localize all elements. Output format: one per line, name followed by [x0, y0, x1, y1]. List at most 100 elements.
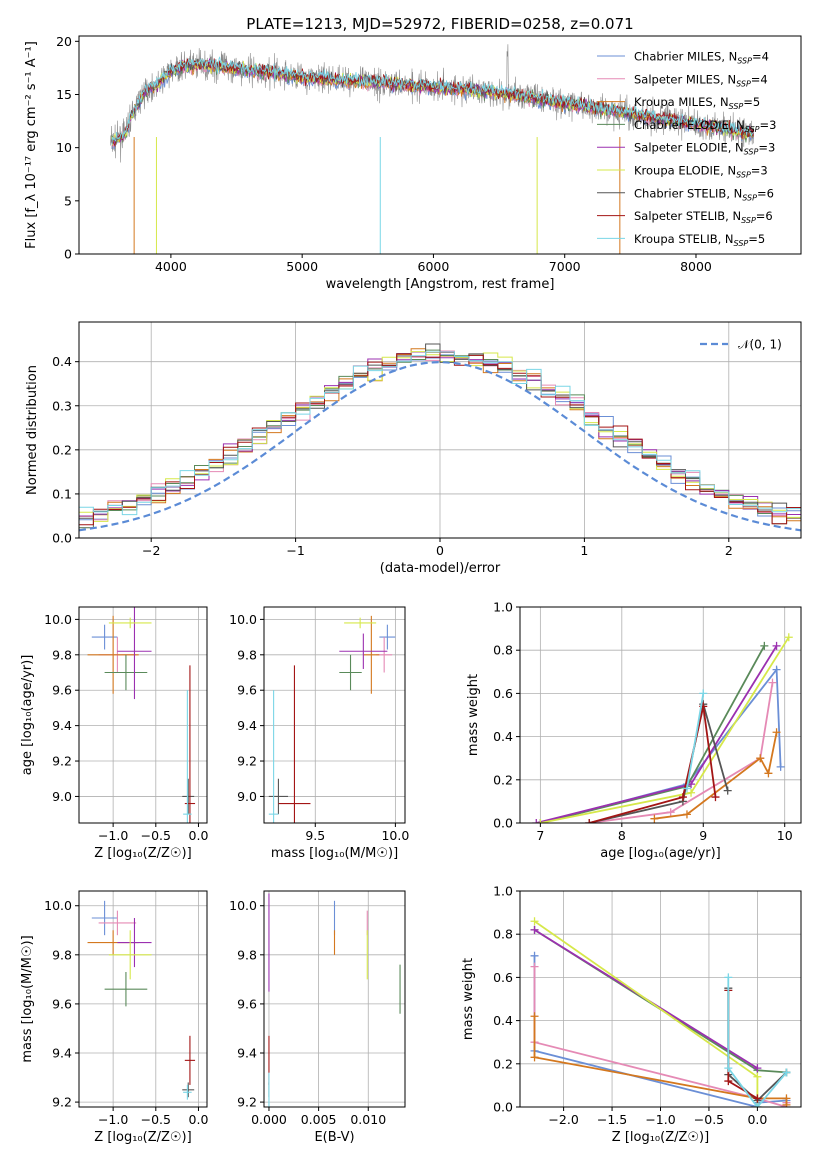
legend-nssp: =3	[758, 141, 775, 155]
y-tick-label: 0.4	[493, 1013, 513, 1028]
axes-frame	[519, 606, 802, 824]
plot-area	[87, 900, 196, 1100]
plot-area	[110, 44, 755, 254]
y-tick-label: 9.0	[237, 789, 257, 804]
mass-weight-marker	[764, 769, 773, 778]
axes-frame	[263, 890, 406, 1108]
legend-entry: Kroupa ELODIE, NSSP=3	[634, 164, 768, 180]
x-axis-label: Z [log₁₀(Z/Z☉)]	[94, 846, 191, 861]
x-axis-label: age [log₁₀(age/yr)]	[600, 846, 721, 861]
mass-weight-marker	[687, 788, 696, 797]
y-tick-label: 0.2	[493, 1056, 513, 1071]
legend-nssp: =3	[751, 164, 768, 178]
axes-frame	[78, 35, 802, 255]
mass-weight-line	[686, 693, 705, 789]
y-tick-label: 10.0	[44, 612, 72, 627]
histogram-step	[79, 351, 801, 516]
x-axis-label: Z [log₁₀(Z/Z☉)]	[612, 1130, 709, 1145]
legend-nssp: =4	[752, 50, 769, 64]
x-tick-label: 1	[580, 543, 588, 558]
legend-nssp: =5	[743, 95, 760, 109]
x-tick-label: 0.005	[301, 1112, 337, 1127]
x-tick-label: 0.0	[747, 1112, 767, 1127]
legend-subscript: SSP	[734, 239, 749, 248]
mass-weight-marker	[772, 641, 781, 650]
y-tick-label: 9.2	[52, 754, 72, 769]
legend-subscript: SSP	[745, 125, 760, 134]
y-tick-label: 9.8	[52, 647, 72, 662]
y-tick-label: 9.4	[52, 1046, 72, 1061]
mass-weight-marker	[753, 1064, 762, 1073]
legend-nssp: =6	[756, 209, 773, 223]
x-tick-label: 10	[777, 828, 793, 843]
legend-nssp: =6	[757, 186, 774, 200]
x-tick-label: −1.0	[645, 1112, 675, 1127]
x-axis-label: (data-model)/error	[380, 561, 501, 576]
legend-entry: Salpeter STELIB, NSSP=6	[634, 209, 773, 225]
mass-weight-marker	[530, 925, 539, 934]
y-axis-label: mass weight	[466, 674, 481, 756]
legend-subscript: SSP	[736, 171, 751, 180]
x-tick-label: −2	[142, 543, 160, 558]
y-tick-label: 9.0	[52, 789, 72, 804]
y-tick-label: 9.2	[237, 754, 257, 769]
mass-weight-marker	[768, 678, 777, 687]
x-tick-label: 8	[618, 828, 626, 843]
mass-weight-marker	[724, 1064, 733, 1073]
y-tick-label: 9.2	[237, 1095, 257, 1110]
axes-frame	[78, 890, 208, 1108]
plot-area	[79, 343, 801, 532]
x-tick-label: 6000	[418, 259, 450, 274]
y-tick-label: 0.8	[493, 927, 513, 942]
y-tick-label: 9.8	[52, 947, 72, 962]
legend-nssp: =4	[751, 72, 768, 86]
plot-area	[268, 615, 396, 823]
legend-subscript: SSP	[729, 102, 744, 111]
y-tick-label: 0.4	[493, 729, 513, 744]
y-tick-label: 9.8	[237, 947, 257, 962]
x-tick-label: −0.5	[694, 1112, 724, 1127]
x-tick-label: −0.5	[141, 1112, 171, 1127]
x-tick-label: 8000	[680, 259, 712, 274]
x-tick-label: 5000	[286, 259, 318, 274]
mass-weight-marker	[530, 962, 539, 971]
mass-weight-marker	[753, 1072, 762, 1081]
mass-weight-marker	[724, 973, 733, 982]
mass-weight-marker	[532, 819, 541, 823]
y-tick-label: 0.2	[52, 442, 72, 457]
x-tick-label: −0.5	[141, 828, 171, 843]
x-tick-label: −1	[286, 543, 304, 558]
mass-weight-marker	[782, 1068, 791, 1077]
x-tick-label: −1.5	[597, 1112, 627, 1127]
axes-frame	[78, 606, 208, 824]
mass-weight-line	[727, 977, 788, 1107]
y-tick-label: 0.6	[493, 970, 513, 985]
plot-area	[268, 893, 401, 1107]
x-tick-label: 7	[536, 828, 544, 843]
x-axis-label: mass [log₁₀(M/M☉)]	[271, 846, 398, 861]
mass-weight-marker	[753, 1094, 762, 1103]
y-tick-label: 0.3	[52, 398, 72, 413]
mass-weight-marker	[678, 793, 687, 802]
legend-entry: Chabrier MILES, NSSP=4	[634, 50, 769, 66]
y-tick-label: 0.0	[52, 531, 72, 546]
model-line	[111, 59, 754, 146]
x-tick-label: 10.0	[381, 828, 409, 843]
y-tick-label: 0.1	[52, 486, 72, 501]
mass-weight-marker	[682, 810, 691, 819]
legend-subscript: SSP	[736, 79, 751, 88]
mass-weight-marker	[753, 1103, 762, 1107]
mass-weight-marker	[772, 728, 781, 737]
y-tick-label: 0.0	[493, 816, 513, 831]
axes-frame	[263, 606, 406, 824]
mass-weight-marker	[536, 819, 545, 823]
panel-residuals: 𝒩(0, 1) −2 −1 0 1 2 0.0 0.1 0.2 0.3 0.4 (data-model…	[25, 321, 802, 576]
y-tick-label: 9.6	[52, 996, 72, 1011]
y-tick-label: 0.0	[493, 1100, 513, 1115]
x-tick-label: 0.0	[189, 828, 209, 843]
y-tick-label: 9.6	[237, 683, 257, 698]
legend-subscript: SSP	[742, 193, 757, 202]
y-tick-label: 9.6	[52, 683, 72, 698]
x-tick-label: 0	[436, 543, 444, 558]
x-tick-label: 0.000	[251, 1112, 287, 1127]
